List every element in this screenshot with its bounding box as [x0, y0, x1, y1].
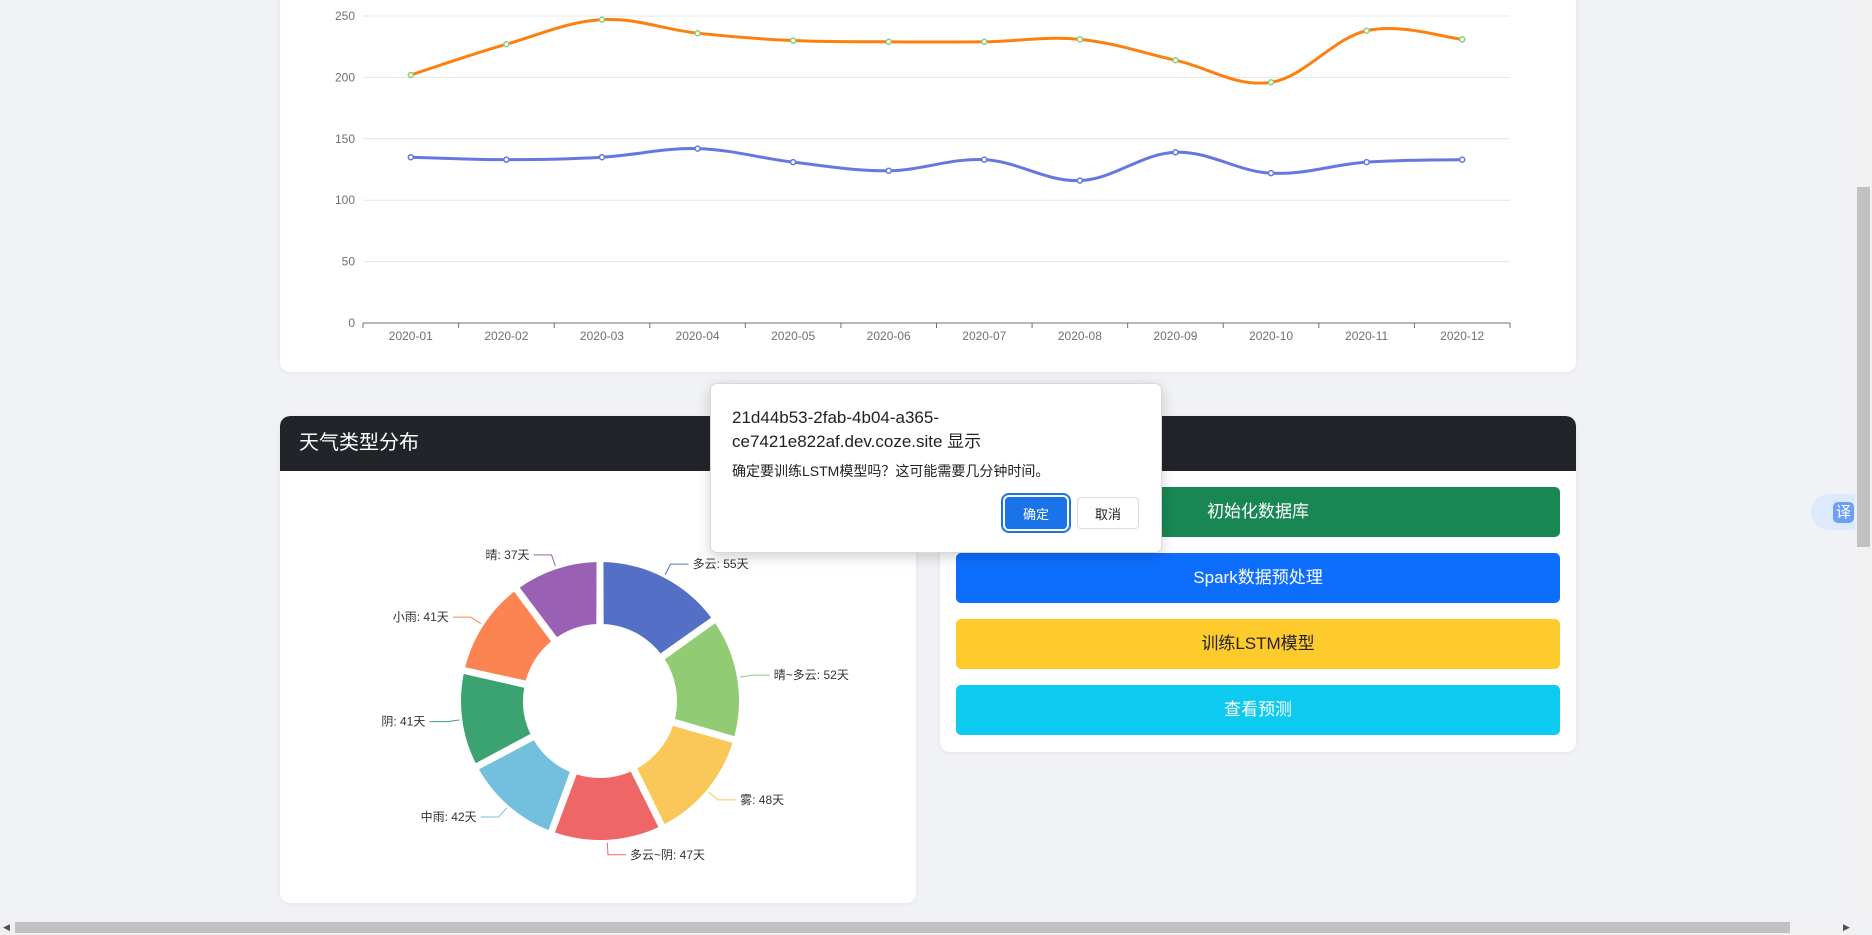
- data-point[interactable]: [1458, 156, 1466, 163]
- x-tick-label: 2020-12: [1440, 329, 1484, 343]
- data-point[interactable]: [789, 37, 797, 44]
- slice-label: 晴: 37天: [485, 548, 529, 562]
- translate-button[interactable]: 译: [1811, 494, 1859, 530]
- dialog-cancel-button[interactable]: 取消: [1077, 497, 1139, 529]
- data-point[interactable]: [598, 16, 606, 23]
- x-tick-label: 2020-08: [1058, 329, 1102, 343]
- translate-icon: 译: [1833, 502, 1854, 523]
- donut-slice[interactable]: [552, 769, 661, 842]
- data-point[interactable]: [1458, 36, 1466, 43]
- data-point[interactable]: [1076, 177, 1084, 184]
- slice-label-line: [533, 554, 556, 567]
- slice-label: 雾: 48天: [740, 793, 784, 807]
- donut-slice[interactable]: [462, 589, 554, 683]
- x-tick-label: 2020-06: [867, 329, 911, 343]
- slice-label-line: [429, 719, 460, 723]
- slice-label: 多云: 55天: [693, 557, 749, 571]
- y-tick-label: 100: [335, 193, 355, 207]
- x-tick-label: 2020-09: [1153, 329, 1197, 343]
- data-point[interactable]: [503, 156, 510, 163]
- x-tick-label: 2020-07: [962, 329, 1006, 343]
- dialog-message: 确定要训练LSTM模型吗？这可能需要几分钟时间。: [732, 463, 1050, 479]
- slice-label-line: [708, 791, 737, 801]
- horizontal-scrollbar[interactable]: ◀ ▶: [0, 920, 1855, 935]
- data-point[interactable]: [694, 145, 701, 152]
- confirm-dialog: 21d44b53-2fab-4b04-a365-ce7421e822af.dev…: [710, 383, 1162, 553]
- y-tick-label: 0: [348, 316, 355, 330]
- x-tick-label: 2020-10: [1249, 329, 1293, 343]
- slice-label: 多云~阴: 47天: [630, 848, 705, 862]
- data-point[interactable]: [503, 40, 510, 48]
- monthly-line-chart-card: 0 50 100 150 200 250 2020-01 2020-02 2020-03 2020…: [280, 0, 1576, 372]
- data-point[interactable]: [981, 38, 988, 46]
- train-lstm-button[interactable]: 训练LSTM模型: [956, 619, 1560, 669]
- donut-slice[interactable]: [476, 738, 573, 833]
- scroll-right-arrow-icon[interactable]: ▶: [1843, 922, 1850, 932]
- data-point[interactable]: [598, 153, 606, 161]
- series-line-0: [410, 17, 1463, 85]
- slice-label-line: [739, 674, 770, 678]
- data-point[interactable]: [1267, 169, 1275, 177]
- x-tick-label: 2020-11: [1345, 329, 1388, 343]
- donut-slice[interactable]: [662, 620, 741, 739]
- data-point[interactable]: [407, 71, 415, 79]
- data-point[interactable]: [885, 38, 892, 46]
- y-tick-label: 250: [335, 9, 355, 23]
- data-point[interactable]: [1363, 27, 1370, 34]
- x-tick-label: 2020-04: [676, 329, 720, 343]
- donut-slice[interactable]: [459, 671, 533, 766]
- dialog-ok-button[interactable]: 确定: [1005, 497, 1067, 529]
- horizontal-scrollbar-thumb[interactable]: [15, 922, 1790, 933]
- vertical-scrollbar-thumb[interactable]: [1857, 187, 1870, 547]
- data-point[interactable]: [1172, 56, 1179, 64]
- donut-slice[interactable]: [635, 723, 735, 827]
- data-point[interactable]: [981, 156, 988, 163]
- x-tick-label: 2020-03: [580, 329, 624, 343]
- slice-label: 小雨: 41天: [393, 610, 449, 624]
- slice-label: 阴: 41天: [381, 715, 425, 729]
- data-point[interactable]: [1172, 149, 1179, 156]
- slice-label: 晴~多云: 52天: [774, 668, 849, 682]
- slice-label-line: [664, 563, 689, 576]
- donut-slice[interactable]: [517, 560, 599, 640]
- control-panel-card: 初始化数据库 Spark数据预处理 训练LSTM模型 查看预测: [940, 416, 1576, 752]
- vertical-scrollbar[interactable]: [1855, 0, 1872, 920]
- data-point[interactable]: [789, 158, 797, 166]
- slice-label-line: [452, 616, 482, 625]
- data-point[interactable]: [885, 167, 892, 174]
- series-line-1: [410, 147, 1463, 183]
- scroll-left-arrow-icon[interactable]: ◀: [3, 922, 10, 932]
- y-tick-label: 150: [335, 132, 355, 146]
- data-point[interactable]: [1267, 79, 1275, 86]
- y-tick-label: 50: [342, 255, 356, 269]
- y-tick-label: 200: [335, 70, 355, 84]
- view-prediction-button[interactable]: 查看预测: [956, 685, 1560, 735]
- monthly-line-chart: 0 50 100 150 200 250 2020-01 2020-02 2020-03 2020…: [335, 9, 1511, 343]
- slice-label: 中雨: 42天: [421, 809, 477, 824]
- data-point[interactable]: [1363, 158, 1370, 166]
- slice-label-line: [480, 807, 507, 818]
- data-point[interactable]: [1076, 36, 1084, 43]
- slice-label-line: [606, 842, 626, 856]
- x-tick-label: 2020-05: [771, 329, 815, 343]
- dialog-origin: 21d44b53-2fab-4b04-a365-ce7421e822af.dev…: [732, 408, 982, 451]
- data-point[interactable]: [694, 29, 701, 37]
- x-tick-label: 2020-01: [389, 329, 433, 343]
- donut-slice[interactable]: [601, 560, 714, 656]
- spark-preprocess-button[interactable]: Spark数据预处理: [956, 553, 1560, 603]
- x-tick-label: 2020-02: [484, 329, 528, 343]
- data-point[interactable]: [407, 153, 415, 161]
